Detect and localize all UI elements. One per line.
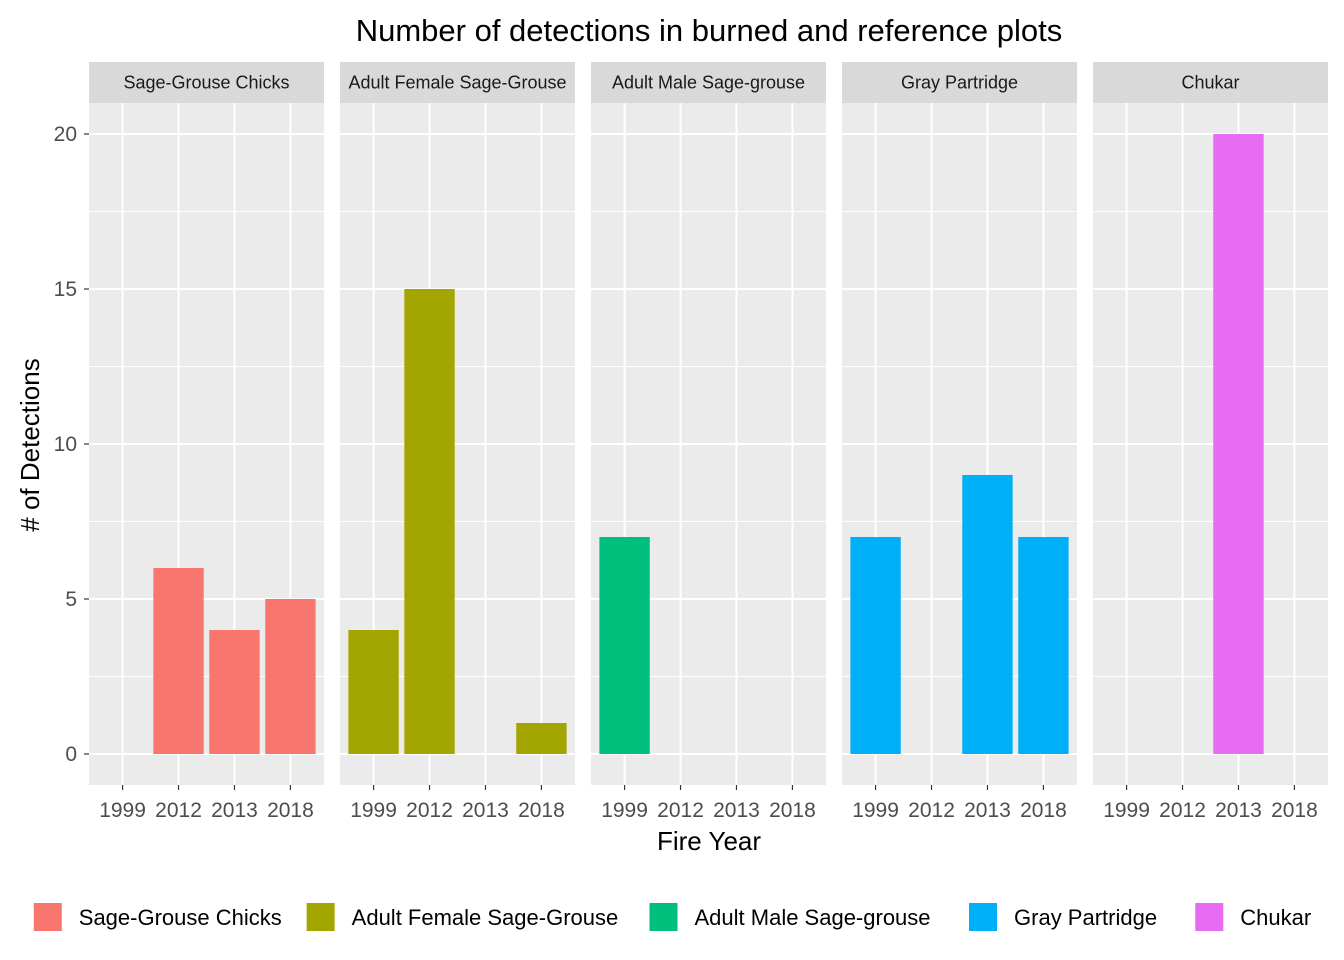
facet-panel: Gray Partridge 1999 2012 2013 2018 — [842, 62, 1077, 822]
legend-label: Adult Female Sage-Grouse — [352, 905, 619, 930]
x-tick-label: 2013 — [1215, 799, 1262, 822]
facet-strip-label: Adult Female Sage-Grouse — [348, 73, 566, 93]
legend-label: Adult Male Sage-grouse — [695, 905, 931, 930]
x-tick-label: 2018 — [267, 799, 314, 822]
y-tick-label: 10 — [54, 433, 77, 456]
x-tick-label: 1999 — [601, 799, 648, 822]
bar — [209, 630, 260, 754]
legend-item: Sage-Grouse Chicks — [33, 903, 282, 931]
bar — [850, 537, 901, 754]
legend-key — [1195, 903, 1224, 931]
facet-panel: Adult Female Sage-Grouse 1999 2012 2013 2018 — [340, 62, 575, 822]
bar — [599, 537, 650, 754]
bar — [1213, 134, 1264, 754]
x-tick-label: 2012 — [1159, 799, 1206, 822]
y-tick-label: 0 — [65, 743, 77, 766]
x-tick-label: 2013 — [964, 799, 1011, 822]
bar — [348, 630, 399, 754]
legend-label: Sage-Grouse Chicks — [79, 905, 282, 930]
x-tick-label: 2012 — [657, 799, 704, 822]
legend-key — [306, 903, 335, 931]
facet-strip — [591, 62, 826, 103]
x-tick-label: 2012 — [406, 799, 453, 822]
bar — [1018, 537, 1069, 754]
facet-strip-label: Gray Partridge — [901, 73, 1018, 93]
facet-strip — [1093, 62, 1328, 103]
facet-panel: Sage-Grouse Chicks 1999 2012 2013 2018 — [89, 62, 324, 822]
x-tick-label: 2018 — [769, 799, 816, 822]
legend-key — [969, 903, 998, 931]
y-axis-title: # of Detections — [15, 358, 45, 531]
x-tick-label: 2018 — [1271, 799, 1318, 822]
chart-title: Number of detections in burned and refer… — [356, 13, 1063, 48]
x-tick-label: 2018 — [1020, 799, 1067, 822]
x-axis-title: Fire Year — [657, 826, 761, 856]
legend-label: Chukar — [1240, 905, 1311, 930]
bar — [516, 723, 567, 754]
x-tick-label: 1999 — [852, 799, 899, 822]
facet-panels: 0 5 10 15 20 Sage-Grouse Chicks 1999 2012 2013 20… — [54, 62, 1328, 822]
y-tick-label: 15 — [54, 278, 77, 301]
legend-item: Chukar — [1195, 903, 1311, 931]
bar — [265, 599, 316, 754]
x-tick-label: 1999 — [350, 799, 397, 822]
facet-strip — [842, 62, 1077, 103]
x-tick-label: 2012 — [908, 799, 955, 822]
facet-strip-label: Chukar — [1181, 73, 1239, 93]
legend-item: Gray Partridge — [969, 903, 1157, 931]
y-tick-label: 5 — [65, 588, 77, 611]
x-tick-label: 2013 — [211, 799, 258, 822]
legend-item: Adult Female Sage-Grouse — [306, 903, 619, 931]
bar — [153, 568, 204, 754]
x-tick-label: 2013 — [462, 799, 509, 822]
bar — [404, 289, 455, 754]
x-tick-label: 2013 — [713, 799, 760, 822]
legend-item: Adult Male Sage-grouse — [649, 903, 931, 931]
x-tick-label: 2012 — [155, 799, 202, 822]
x-tick-label: 1999 — [99, 799, 146, 822]
legend-key — [33, 903, 62, 931]
x-tick-label: 1999 — [1103, 799, 1150, 822]
facet-panel: Chukar 1999 2012 2013 2018 — [1093, 62, 1328, 822]
legend: Sage-Grouse Chicks Adult Female Sage-Grou… — [33, 903, 1311, 931]
bar — [962, 475, 1013, 754]
x-tick-label: 2018 — [518, 799, 565, 822]
y-tick-label: 20 — [54, 123, 77, 146]
legend-label: Gray Partridge — [1014, 905, 1157, 930]
legend-key — [649, 903, 678, 931]
facet-strip-label: Sage-Grouse Chicks — [123, 73, 289, 93]
facet-strip — [340, 62, 575, 103]
facet-strip-label: Adult Male Sage-grouse — [612, 73, 805, 93]
facet-panel: Adult Male Sage-grouse 1999 2012 2013 2018 — [591, 62, 826, 822]
facet-strip — [89, 62, 324, 103]
